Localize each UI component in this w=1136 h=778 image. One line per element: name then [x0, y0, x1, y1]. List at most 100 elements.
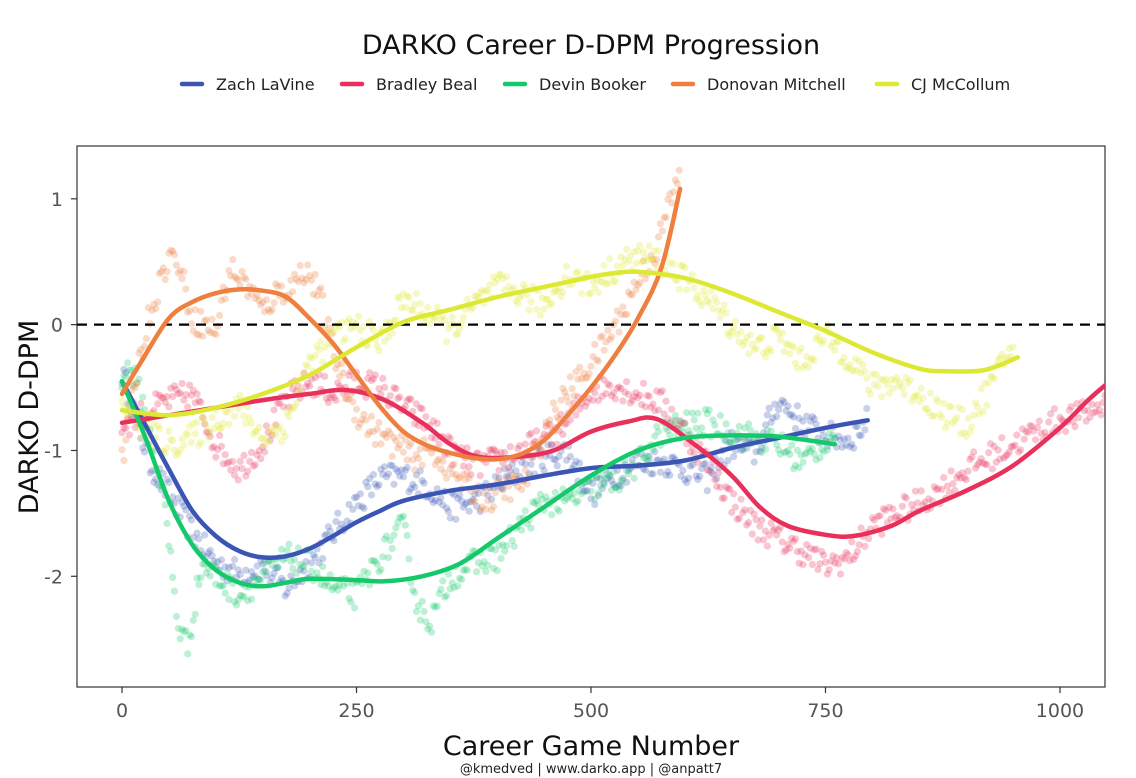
- data-point: [401, 303, 409, 311]
- data-point: [133, 379, 141, 387]
- data-point: [692, 295, 700, 303]
- data-point: [1018, 425, 1027, 433]
- data-point: [546, 416, 554, 424]
- data-point: [690, 416, 698, 424]
- data-point: [608, 392, 616, 400]
- data-point: [279, 428, 287, 436]
- data-point: [621, 311, 629, 319]
- data-point: [791, 535, 800, 543]
- data-point: [373, 483, 381, 491]
- data-point: [251, 294, 259, 302]
- data-point: [739, 509, 747, 517]
- data-point: [184, 308, 192, 316]
- data-point: [639, 379, 648, 387]
- data-point: [236, 391, 244, 399]
- data-point: [508, 471, 516, 479]
- data-point: [668, 454, 676, 462]
- data-point: [544, 295, 552, 303]
- data-point: [362, 416, 370, 424]
- data-point: [572, 368, 580, 376]
- data-point: [760, 349, 768, 357]
- data-point: [146, 469, 154, 477]
- data-point: [791, 359, 800, 367]
- data-point: [739, 341, 747, 349]
- data-point: [818, 446, 826, 454]
- data-point: [671, 411, 680, 420]
- data-point: [688, 271, 696, 279]
- data-point: [227, 272, 235, 280]
- data-point: [846, 557, 854, 565]
- data-point: [523, 480, 531, 488]
- data-point: [482, 287, 490, 295]
- data-point: [206, 546, 214, 555]
- data-point: [525, 306, 533, 314]
- data-point: [381, 463, 389, 471]
- data-point: [193, 418, 201, 426]
- data-point: [174, 449, 182, 457]
- data-point: [144, 304, 152, 312]
- data-point: [120, 365, 128, 373]
- data-point: [576, 405, 584, 413]
- data-point: [152, 305, 160, 313]
- data-point: [343, 318, 351, 326]
- data-point: [561, 497, 569, 505]
- data-point: [411, 588, 419, 597]
- data-point: [285, 413, 293, 421]
- data-point: [624, 466, 633, 475]
- data-point: [716, 483, 725, 491]
- data-point: [857, 432, 865, 440]
- data-point: [396, 472, 404, 480]
- data-point: [623, 310, 631, 318]
- data-point: [456, 574, 464, 582]
- data-point: [204, 326, 212, 334]
- data-point: [583, 398, 591, 406]
- data-point: [591, 284, 599, 292]
- data-point: [555, 284, 563, 292]
- data-point: [154, 400, 162, 408]
- data-point: [745, 350, 753, 358]
- data-point: [324, 315, 332, 323]
- data-point: [504, 283, 513, 291]
- data-point: [814, 332, 822, 340]
- data-point: [795, 559, 803, 567]
- data-point: [446, 320, 454, 328]
- data-point: [827, 557, 835, 565]
- data-point: [705, 467, 713, 475]
- data-point: [767, 519, 775, 527]
- data-point: [668, 417, 676, 425]
- data-point: [289, 564, 297, 573]
- data-point: [632, 285, 640, 294]
- data-point: [242, 472, 250, 480]
- data-point: [889, 384, 897, 392]
- data-point: [746, 506, 755, 514]
- data-point: [277, 545, 286, 553]
- data-point: [229, 562, 237, 570]
- x-axis-title: Career Game Number: [443, 731, 740, 762]
- data-point: [307, 559, 316, 567]
- data-point: [501, 448, 509, 457]
- data-point: [223, 408, 231, 416]
- data-point: [184, 650, 192, 658]
- data-point: [754, 536, 762, 544]
- data-point: [253, 427, 261, 435]
- data-point: [662, 471, 670, 479]
- data-point: [821, 558, 830, 566]
- data-point: [264, 438, 272, 446]
- data-point: [994, 446, 1002, 454]
- data-point: [634, 247, 642, 255]
- data-point: [572, 499, 580, 507]
- data-point: [204, 549, 212, 557]
- data-point: [497, 484, 505, 492]
- data-point: [307, 567, 316, 576]
- data-point: [289, 404, 297, 413]
- data-point: [998, 350, 1006, 358]
- data-point: [375, 385, 383, 393]
- data-point: [795, 414, 803, 422]
- data-point: [797, 451, 805, 459]
- data-point: [563, 262, 571, 270]
- data-point: [846, 443, 854, 451]
- data-point: [345, 500, 353, 509]
- data-point: [516, 442, 524, 450]
- data-point: [962, 476, 970, 484]
- data-point: [244, 467, 252, 475]
